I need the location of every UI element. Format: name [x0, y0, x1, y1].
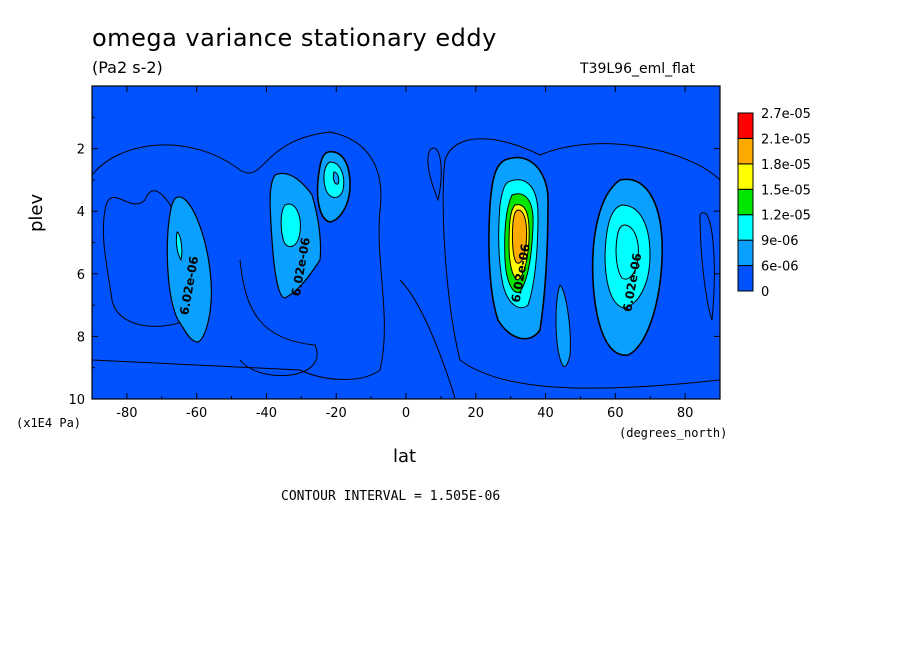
region-feature-1-core: [175, 231, 183, 262]
colorbar-label: 9e-06: [761, 234, 799, 249]
region-feature-6-core: [604, 204, 651, 309]
y-tick-label: 10: [68, 393, 85, 408]
colorbar-label: 2.7e-05: [761, 107, 811, 122]
region-feature-3-inner: [332, 171, 340, 185]
x-tick-label: -40: [256, 406, 277, 421]
plot-area: 6.02e-06 6.02e-06 6.02e-06 6.02e-06 -80 -60-…: [68, 85, 721, 421]
region-feature-2-core: [280, 203, 301, 248]
contour-line-outer-north: [442, 138, 720, 389]
contour-line-midwest: [239, 259, 318, 377]
colorbar-label: 1.5e-05: [761, 183, 811, 198]
x-axis-label: lat: [393, 446, 417, 467]
x-tick-label: -60: [186, 406, 207, 421]
x-tick-label: 80: [677, 406, 694, 421]
contour-line-east: [699, 212, 715, 321]
x-tick-label: -20: [326, 406, 347, 421]
colorbar-swatch: [737, 265, 754, 292]
model-name: T39L96_eml_flat: [580, 61, 696, 77]
x-tick-label: 60: [607, 406, 624, 421]
colorbar-swatch: [737, 137, 754, 165]
contour-fills: [92, 131, 720, 399]
colorbar-swatch: [737, 112, 754, 139]
y-axis-ticks: 2 4 6 8 10: [68, 116, 720, 408]
x-axis-units: (degrees_north): [619, 426, 728, 440]
region-feature-5: [555, 284, 571, 367]
contour-line-outer-south: [92, 131, 385, 380]
chart-title: omega variance stationary eddy: [92, 24, 497, 52]
y-tick-label: 2: [77, 143, 85, 158]
colorbar-swatch: [737, 163, 754, 190]
y-tick-label: 8: [77, 330, 85, 345]
x-axis-ticks: -80 -60 -40 -20 0 20 40 60 80: [91, 86, 721, 421]
contour-line-equator: [427, 147, 442, 202]
colorbar-swatch: [737, 239, 754, 267]
colorbar-swatch: [737, 188, 754, 216]
y-axis-units: (x1E4 Pa): [16, 416, 82, 430]
colorbar-swatch: [737, 214, 754, 241]
colorbar-label: 1.2e-05: [761, 209, 811, 224]
colorbar-label: 2.1e-05: [761, 132, 811, 147]
contour-interval: CONTOUR INTERVAL = 1.505E-06: [281, 489, 501, 504]
contour-line-equator-low: [399, 279, 456, 399]
colorbar-label: 6e-06: [761, 260, 799, 275]
chart-units: (Pa2 s-2): [92, 58, 163, 77]
region-feature-6-inner: [615, 224, 639, 280]
x-tick-label: 20: [468, 406, 485, 421]
colorbar-label: 1.8e-05: [761, 158, 811, 173]
y-tick-label: 4: [77, 205, 85, 220]
region-feature-4-level-5: [511, 209, 528, 264]
colorbar: 0 6e-06 9e-06 1.2e-05 1.5e-05 1.8e-05 2.1e-05 2…: [737, 107, 811, 300]
x-tick-label: 0: [402, 406, 410, 421]
y-tick-label: 6: [77, 268, 85, 283]
x-tick-label: 40: [537, 406, 554, 421]
x-tick-label: -80: [116, 406, 137, 421]
colorbar-label: 0: [761, 285, 769, 300]
